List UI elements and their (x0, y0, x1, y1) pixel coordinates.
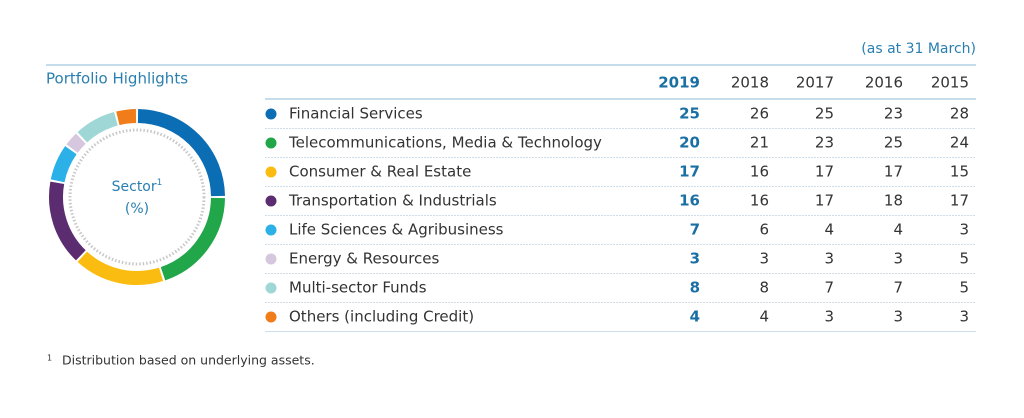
cell: 7 (893, 279, 903, 297)
note: (as at 31 March) (861, 41, 976, 57)
column-header: 2016 (865, 74, 903, 92)
donut-segment (116, 109, 137, 126)
row-label: Life Sciences & Agribusiness (289, 221, 504, 239)
cell: 3 (690, 250, 700, 268)
cell: 7 (690, 221, 700, 239)
cell: 3 (959, 221, 969, 239)
legend-dot (265, 137, 277, 149)
legend-dot (265, 282, 277, 294)
cell: 18 (884, 192, 903, 210)
cell: 16 (750, 163, 769, 181)
cell: 17 (815, 163, 834, 181)
cell: 23 (884, 105, 903, 123)
column-header: 2018 (731, 74, 769, 92)
cell: 8 (759, 279, 769, 297)
legend-dot (265, 166, 277, 178)
cell: 4 (690, 308, 700, 326)
row-label: Energy & Resources (289, 250, 440, 268)
cell: 3 (893, 250, 903, 268)
cell: 4 (893, 221, 903, 239)
cell: 3 (893, 308, 903, 326)
donut-segment (49, 181, 86, 261)
cell: 5 (959, 250, 969, 268)
cell: 16 (679, 192, 700, 210)
donut-segment (50, 146, 77, 183)
cell: 21 (750, 134, 769, 152)
footnote-text: Distribution based on underlying assets. (62, 353, 315, 368)
cell: 3 (824, 250, 834, 268)
cell: 25 (679, 105, 700, 123)
cell: 25 (815, 105, 834, 123)
donut-segment (137, 109, 225, 197)
legend-dot (265, 224, 277, 236)
cell: 16 (750, 192, 769, 210)
row-label: Telecommunications, Media & Technology (288, 134, 602, 152)
column-header: 2017 (796, 74, 834, 92)
legend-dot (265, 311, 277, 323)
cell: 4 (759, 308, 769, 326)
cell: 17 (679, 163, 700, 181)
donut-label: Sector1 (112, 178, 163, 196)
cell: 26 (750, 105, 769, 123)
cell: 17 (950, 192, 969, 210)
row-label: Consumer & Real Estate (289, 163, 471, 181)
row-label: Transportation & Industrials (288, 192, 497, 210)
column-header: 2019 (658, 74, 700, 92)
legend-dot (265, 195, 277, 207)
cell: 7 (824, 279, 834, 297)
donut-superscript: 1 (157, 178, 163, 188)
cell: 8 (690, 279, 700, 297)
cell: 24 (950, 134, 969, 152)
column-header: 2015 (931, 74, 969, 92)
footnote-marker: 1 (47, 354, 52, 363)
donut-unit: (%) (125, 201, 149, 217)
cell: 3 (959, 308, 969, 326)
title: Portfolio Highlights (46, 70, 188, 88)
donut-segment (77, 251, 164, 285)
cell: 3 (824, 308, 834, 326)
cell: 23 (815, 134, 834, 152)
cell: 20 (679, 134, 700, 152)
cell: 5 (959, 279, 969, 297)
cell: 25 (884, 134, 903, 152)
row-label: Others (including Credit) (289, 308, 474, 326)
inner-ring (68, 128, 206, 266)
cell: 6 (759, 221, 769, 239)
cell: 3 (759, 250, 769, 268)
cell: 15 (950, 163, 969, 181)
legend-dot (265, 108, 277, 120)
donut-segment (66, 133, 86, 153)
cell: 17 (815, 192, 834, 210)
cell: 17 (884, 163, 903, 181)
donut-label-text: Sector (112, 179, 157, 195)
donut-segment (77, 112, 118, 143)
row-label: Multi-sector Funds (289, 279, 427, 297)
row-label: Financial Services (289, 105, 423, 123)
cell: 28 (950, 105, 969, 123)
cell: 4 (824, 221, 834, 239)
donut-segment (160, 197, 225, 281)
legend-dot (265, 253, 277, 265)
